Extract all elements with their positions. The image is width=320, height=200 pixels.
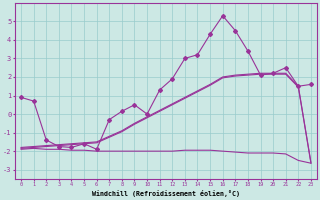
X-axis label: Windchill (Refroidissement éolien,°C): Windchill (Refroidissement éolien,°C) bbox=[92, 190, 240, 197]
